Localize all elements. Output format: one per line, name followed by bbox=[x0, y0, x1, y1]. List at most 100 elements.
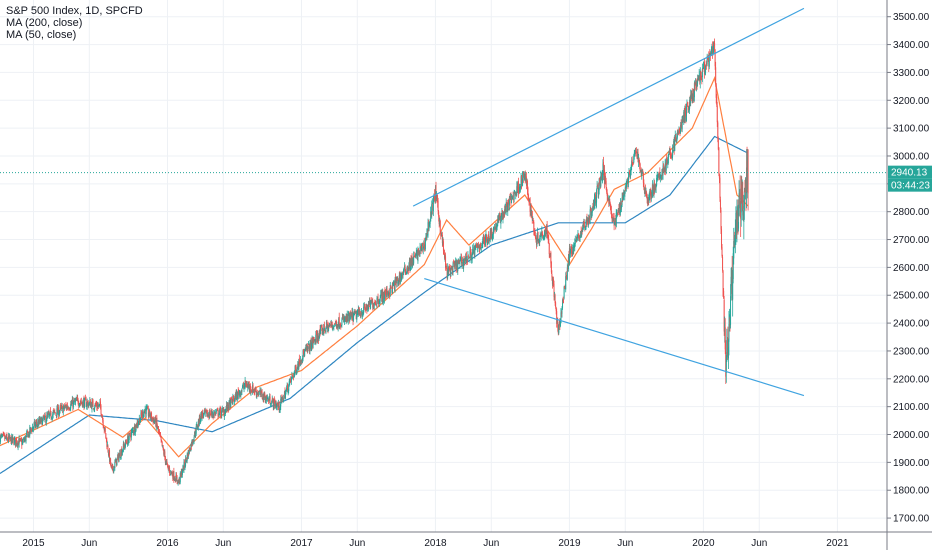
candle-body bbox=[322, 329, 324, 332]
candle-body bbox=[413, 255, 415, 264]
candle-body bbox=[178, 480, 180, 483]
candle-body bbox=[293, 372, 295, 377]
candle-body bbox=[247, 384, 249, 389]
candle-body bbox=[677, 130, 679, 131]
candle-body bbox=[524, 174, 526, 179]
candle-body bbox=[378, 301, 380, 304]
candle-body bbox=[244, 386, 246, 387]
candle-body bbox=[120, 456, 122, 459]
candle-body bbox=[196, 424, 198, 427]
candle-body bbox=[350, 315, 352, 318]
candle-body bbox=[127, 436, 129, 443]
candle-body bbox=[710, 53, 712, 56]
candle-body bbox=[437, 198, 439, 203]
candle-body bbox=[589, 217, 591, 221]
candle-body bbox=[342, 316, 344, 320]
candle-body bbox=[667, 154, 669, 164]
candle-body bbox=[550, 261, 552, 273]
candle-body bbox=[263, 394, 265, 400]
candle-body bbox=[317, 336, 319, 341]
candle-body bbox=[337, 324, 339, 328]
candle-body bbox=[417, 248, 419, 262]
candle-body bbox=[0, 435, 2, 436]
candle-body bbox=[448, 267, 450, 272]
candle-body bbox=[594, 195, 596, 199]
candle-body bbox=[453, 261, 455, 263]
candle-body bbox=[717, 138, 719, 150]
candle-body bbox=[571, 246, 573, 254]
candle-body bbox=[672, 150, 674, 152]
candle-body bbox=[397, 282, 399, 283]
candle-body bbox=[705, 63, 707, 66]
candle-body bbox=[459, 257, 461, 260]
candle-body bbox=[488, 238, 490, 241]
candle-body bbox=[646, 196, 648, 200]
candle-body bbox=[697, 78, 699, 84]
candle-body bbox=[262, 398, 264, 400]
candle-body bbox=[600, 175, 602, 178]
candle-body bbox=[436, 194, 438, 198]
candle-body bbox=[391, 289, 393, 293]
candle-body bbox=[452, 263, 454, 273]
candle-body bbox=[75, 400, 77, 402]
candle-body bbox=[351, 311, 353, 319]
candle-body bbox=[593, 197, 595, 209]
candle-body bbox=[5, 435, 7, 440]
candle-body bbox=[89, 400, 91, 403]
candle-body bbox=[638, 156, 640, 163]
candle-body bbox=[576, 238, 578, 240]
candle-body bbox=[702, 69, 704, 70]
candle-body bbox=[705, 65, 707, 73]
candle-body bbox=[331, 324, 333, 326]
candle-body bbox=[216, 409, 218, 411]
candle-body bbox=[234, 395, 236, 400]
candle-body bbox=[191, 440, 193, 444]
candle-body bbox=[235, 391, 237, 401]
candle-body bbox=[212, 415, 214, 417]
candle-body bbox=[54, 410, 56, 412]
candle-body bbox=[681, 125, 683, 130]
candle-body bbox=[565, 275, 567, 277]
candle-body bbox=[426, 230, 428, 234]
candle-body bbox=[401, 272, 403, 277]
candle-body bbox=[271, 401, 273, 404]
candle-body bbox=[215, 412, 217, 414]
candle-body bbox=[675, 140, 677, 141]
candle-body bbox=[128, 438, 130, 444]
candle-body bbox=[26, 433, 28, 435]
candle-body bbox=[518, 191, 520, 193]
candle-body bbox=[583, 222, 585, 229]
candle-body bbox=[210, 414, 212, 416]
candle-body bbox=[696, 83, 698, 88]
candle-body bbox=[744, 178, 746, 192]
candle-body bbox=[723, 299, 725, 332]
candle-body bbox=[331, 323, 333, 325]
candle-body bbox=[685, 111, 687, 119]
candle-body bbox=[365, 306, 367, 309]
candle-body bbox=[495, 225, 497, 230]
candle-body bbox=[298, 359, 300, 369]
candle-body bbox=[79, 402, 81, 403]
candle-body bbox=[247, 384, 249, 387]
candle-body bbox=[424, 239, 426, 250]
candle-body bbox=[390, 285, 392, 287]
candle-body bbox=[10, 437, 12, 444]
candle-body bbox=[24, 436, 26, 441]
candle-body bbox=[545, 230, 547, 237]
candle-body bbox=[578, 235, 580, 238]
candle-body bbox=[489, 238, 491, 239]
candle-body bbox=[669, 152, 671, 159]
candle-body bbox=[464, 259, 466, 262]
candle-body bbox=[330, 322, 332, 326]
candle-body bbox=[158, 430, 160, 433]
candle-body bbox=[12, 437, 14, 439]
candle-body bbox=[123, 445, 125, 446]
candle-body bbox=[55, 414, 57, 416]
candle-body bbox=[236, 392, 238, 400]
candle-body bbox=[2, 434, 4, 436]
candle-body bbox=[644, 188, 646, 193]
candle-body bbox=[347, 313, 349, 322]
candle-body bbox=[149, 417, 151, 418]
candle-body bbox=[656, 177, 658, 186]
